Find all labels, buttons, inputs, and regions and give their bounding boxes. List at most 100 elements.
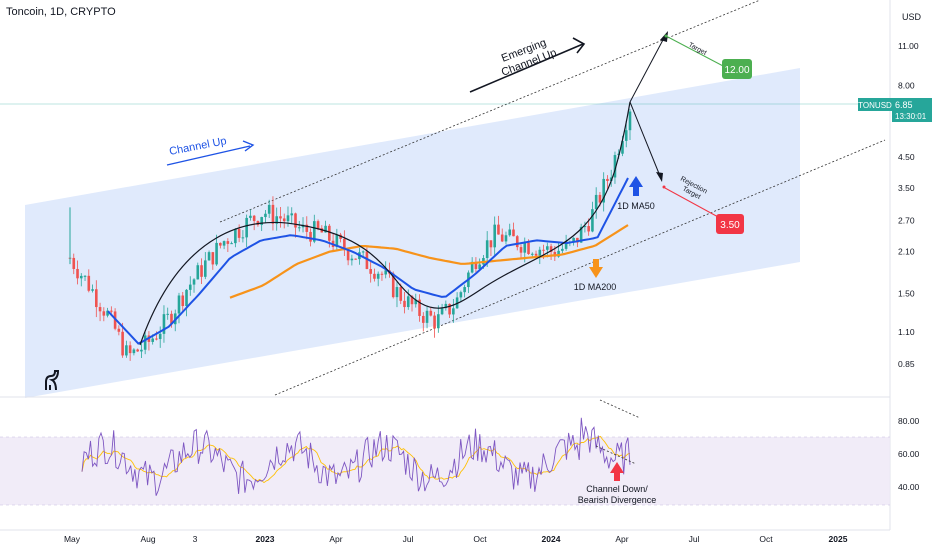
candle-body <box>151 338 154 342</box>
target-down-badge <box>716 214 744 234</box>
candle-body <box>207 252 211 261</box>
time-tick-label: May <box>64 534 81 544</box>
candle-body <box>76 268 79 279</box>
candle-body <box>95 289 98 308</box>
candle-body <box>440 308 444 315</box>
rsi-channel-upper <box>599 399 641 419</box>
time-tick-label: 2025 <box>829 534 848 544</box>
target-up-text: Target <box>687 42 708 57</box>
candle-body <box>312 221 316 242</box>
candle-body <box>542 249 545 251</box>
candle-body <box>425 310 429 323</box>
candle-body <box>162 314 166 334</box>
rsi-tick-label: 80.00 <box>898 416 920 426</box>
price-tick-label: 0.85 <box>898 359 915 369</box>
currency-label: USD <box>902 12 922 22</box>
candle-body <box>361 251 365 253</box>
candle-body <box>433 315 436 329</box>
candle-body <box>602 178 605 203</box>
candle-body <box>316 221 320 229</box>
time-tick-label: Aug <box>140 534 155 544</box>
target-up-value: 12.00 <box>724 65 749 76</box>
candle-body <box>241 237 245 239</box>
candle-body <box>264 213 267 218</box>
candle-body <box>448 303 451 315</box>
candle-body <box>305 224 309 232</box>
projection-up-line <box>629 37 665 103</box>
ma200-arrow-icon <box>589 259 603 278</box>
price-tick-label: 8.00 <box>898 81 915 91</box>
projection-up-arrowhead <box>660 31 668 42</box>
time-tick-label: Apr <box>615 534 628 544</box>
candle-body <box>444 303 448 309</box>
candle-body <box>309 231 312 242</box>
candle-body <box>297 227 301 229</box>
candle-body <box>572 237 575 242</box>
time-tick-label: 3 <box>193 534 198 544</box>
last-price-value: 6.85 <box>895 100 913 110</box>
candle-body <box>230 243 233 245</box>
price-axis-panel[interactable] <box>890 0 932 530</box>
candle-body <box>538 249 542 256</box>
candle-body <box>452 308 455 315</box>
candle-body <box>429 310 433 316</box>
price-tick-label: 3.50 <box>898 183 915 193</box>
target-up-badge <box>722 59 752 79</box>
candle-body <box>125 345 128 356</box>
candle-body <box>245 217 248 238</box>
rsi-axis-ticks: 80.00 60.00 40.00 <box>898 416 920 492</box>
rsi-band <box>0 437 890 505</box>
rsi-note-arrow-icon <box>610 462 624 481</box>
emerging-arrowhead <box>572 37 586 54</box>
candle-body <box>335 234 339 247</box>
price-tick-label: 11.00 <box>898 41 919 51</box>
candle-body <box>204 260 207 277</box>
projection-down-arrowhead <box>656 172 663 182</box>
candle-body <box>215 242 218 265</box>
candle-body <box>290 213 294 216</box>
candle-body <box>403 300 406 308</box>
candle-body <box>380 273 384 275</box>
target-down-dot <box>662 185 666 189</box>
rsi-ma-line <box>81 435 631 484</box>
price-tick-label: 2.10 <box>898 247 915 257</box>
candle-body <box>177 295 181 314</box>
channel-up-arrowhead <box>242 140 255 152</box>
candle-body <box>140 349 143 352</box>
candle-body <box>110 310 113 312</box>
time-tick-label: Apr <box>329 534 342 544</box>
candle-body <box>132 349 136 354</box>
candle-body <box>421 315 425 323</box>
rsi-tick-label: 60.00 <box>898 449 920 459</box>
candle-body <box>474 261 478 269</box>
candle-body <box>576 237 579 243</box>
candle-body <box>485 240 489 259</box>
candle-body <box>286 215 290 222</box>
candle-body <box>504 235 508 242</box>
candle-body <box>346 250 350 261</box>
candle-body <box>478 264 481 269</box>
candle-body <box>181 295 185 307</box>
time-tick-label: 2024 <box>542 534 561 544</box>
target-down-line <box>664 187 721 219</box>
last-price-symbol: TONUSD <box>858 101 892 110</box>
rsi-note-2: Bearish Divergence <box>578 495 657 505</box>
candle-body <box>267 204 271 214</box>
last-price-countdown: 13:30:01 <box>895 112 927 121</box>
candle-body <box>185 289 188 307</box>
candle-body <box>613 155 617 178</box>
candle-body <box>395 287 399 298</box>
candle-body <box>399 287 403 301</box>
candle-body <box>594 194 598 210</box>
candle-body <box>557 250 560 257</box>
candle-body <box>564 241 568 249</box>
candle-body <box>369 268 372 274</box>
price-tick-label: 1.10 <box>898 327 915 337</box>
rsi-tick-label: 40.00 <box>898 482 920 492</box>
candle-body <box>406 296 410 308</box>
rsi-channel-lower <box>595 445 637 465</box>
candle-body <box>260 217 263 225</box>
candle-body <box>628 111 632 131</box>
time-axis-ticks[interactable]: May Aug 3 2023 Apr Jul Oct 2024 Apr Jul Oct 2025 <box>64 534 848 544</box>
